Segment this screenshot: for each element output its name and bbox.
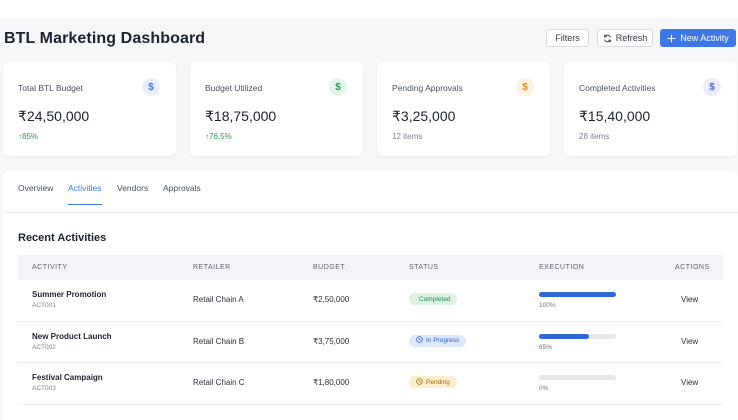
- view-link[interactable]: View: [681, 336, 699, 346]
- top-band: [0, 0, 738, 18]
- new-activity-button[interactable]: New Activity: [660, 29, 736, 47]
- budget-cell: ₹2,50,000: [313, 295, 350, 304]
- column-header[interactable]: STATUS: [409, 264, 439, 271]
- status-badge: Pending: [409, 376, 457, 388]
- activity-id: ACT002: [32, 343, 56, 351]
- view-link[interactable]: View: [681, 295, 699, 304]
- view-link[interactable]: View: [681, 378, 699, 387]
- page-header: BTL Marketing Dashboard Filters Refresh …: [0, 18, 738, 62]
- activity-name: Summer Promotion: [32, 290, 107, 299]
- dollar-icon: $: [329, 78, 347, 96]
- execution-progress-bar: [539, 292, 616, 297]
- status-badge: In Progress: [409, 334, 467, 347]
- table-row[interactable]: Summer Promotion ACT001 Retail Chain A ₹…: [18, 280, 723, 322]
- activity-id: ACT003: [32, 385, 56, 392]
- stat-trend: ↑76.5%: [205, 132, 232, 141]
- dollar-icon: $: [703, 78, 721, 96]
- stat-label: Total BTL Budget: [18, 83, 83, 93]
- budget-cell: ₹3,75,000: [313, 336, 350, 346]
- stat-label: Pending Approvals: [392, 83, 463, 93]
- stat-value: ₹18,75,000: [205, 108, 277, 124]
- activity-id: ACT001: [32, 302, 56, 309]
- retailer-cell: Retail Chain B: [193, 336, 245, 346]
- stat-count: 12 items: [392, 132, 423, 141]
- refresh-button-label: Refresh: [615, 33, 648, 43]
- stat-card-total-budget: Total BTL Budget $ ₹24,50,000 ↑85%: [3, 62, 176, 156]
- table-header: ACTIVITY RETAILER BUDGET STATUS EXECUTIO…: [18, 255, 723, 280]
- arrow-up-icon: ↑: [205, 132, 209, 141]
- budget-cell: ₹1,80,000: [313, 378, 350, 387]
- execution-progress-fill: [539, 333, 590, 339]
- stat-count: 28 items: [579, 132, 610, 141]
- stat-trend: ↑85%: [18, 132, 39, 141]
- table-row[interactable]: Festival Campaign ACT003 Retail Chain C …: [18, 363, 723, 405]
- stat-label: Completed Activities: [579, 83, 656, 93]
- column-header[interactable]: RETAILER: [193, 264, 231, 271]
- execution-progress-bar: [539, 333, 616, 339]
- filters-button[interactable]: Filters: [546, 29, 589, 47]
- column-header[interactable]: ACTIVITY: [32, 264, 68, 271]
- refresh-icon: [603, 34, 612, 43]
- clock-icon: [416, 336, 423, 345]
- execution-percent: 0%: [539, 385, 549, 392]
- activity-name: New Product Launch: [32, 331, 112, 341]
- execution-percent: 100%: [539, 302, 556, 309]
- tab-vendors[interactable]: Vendors: [117, 183, 149, 193]
- retailer-cell: Retail Chain C: [193, 378, 245, 387]
- stat-value: ₹24,50,000: [18, 108, 90, 124]
- activity-name: Festival Campaign: [32, 373, 103, 382]
- execution-progress-bar: [539, 375, 616, 380]
- plus-icon: [667, 34, 676, 43]
- stat-card-completed-activities: Completed Activities $ ₹15,40,000 28 ite…: [564, 62, 737, 156]
- column-header: ACTIONS: [675, 264, 710, 271]
- activities-table: ACTIVITY RETAILER BUDGET STATUS EXECUTIO…: [18, 255, 723, 405]
- status-badge: Completed: [409, 293, 458, 305]
- execution-percent: 65%: [539, 343, 553, 351]
- table-row[interactable]: New Product Launch ACT002 Retail Chain B…: [18, 322, 723, 363]
- refresh-button[interactable]: Refresh: [597, 29, 653, 47]
- filters-button-label: Filters: [555, 33, 580, 43]
- section-title: Recent Activities: [18, 232, 107, 244]
- dollar-icon: $: [142, 78, 160, 96]
- arrow-up-icon: ↑: [18, 132, 22, 141]
- column-header[interactable]: BUDGET: [313, 264, 346, 271]
- stat-value: ₹3,25,000: [392, 108, 456, 124]
- clock-icon: [416, 377, 423, 387]
- tab-activities[interactable]: Activities: [68, 183, 102, 205]
- column-header[interactable]: EXECUTION: [539, 264, 585, 271]
- stat-value: ₹15,40,000: [579, 108, 651, 124]
- tab-approvals[interactable]: Approvals: [163, 183, 201, 193]
- tab-bar: Overview Activities Vendors Approvals: [3, 171, 738, 213]
- stat-card-pending-approvals: Pending Approvals $ ₹3,25,000 12 items: [377, 62, 550, 156]
- activities-panel: Overview Activities Vendors Approvals Re…: [3, 171, 738, 420]
- stat-label: Budget Utilized: [205, 83, 263, 93]
- new-activity-button-label: New Activity: [680, 33, 729, 43]
- tab-overview[interactable]: Overview: [18, 183, 54, 193]
- dollar-icon: $: [516, 78, 534, 96]
- retailer-cell: Retail Chain A: [193, 295, 244, 304]
- page-title: BTL Marketing Dashboard: [4, 30, 206, 47]
- execution-progress-fill: [539, 292, 616, 297]
- stat-card-budget-utilized: Budget Utilized $ ₹18,75,000 ↑76.5%: [190, 62, 363, 156]
